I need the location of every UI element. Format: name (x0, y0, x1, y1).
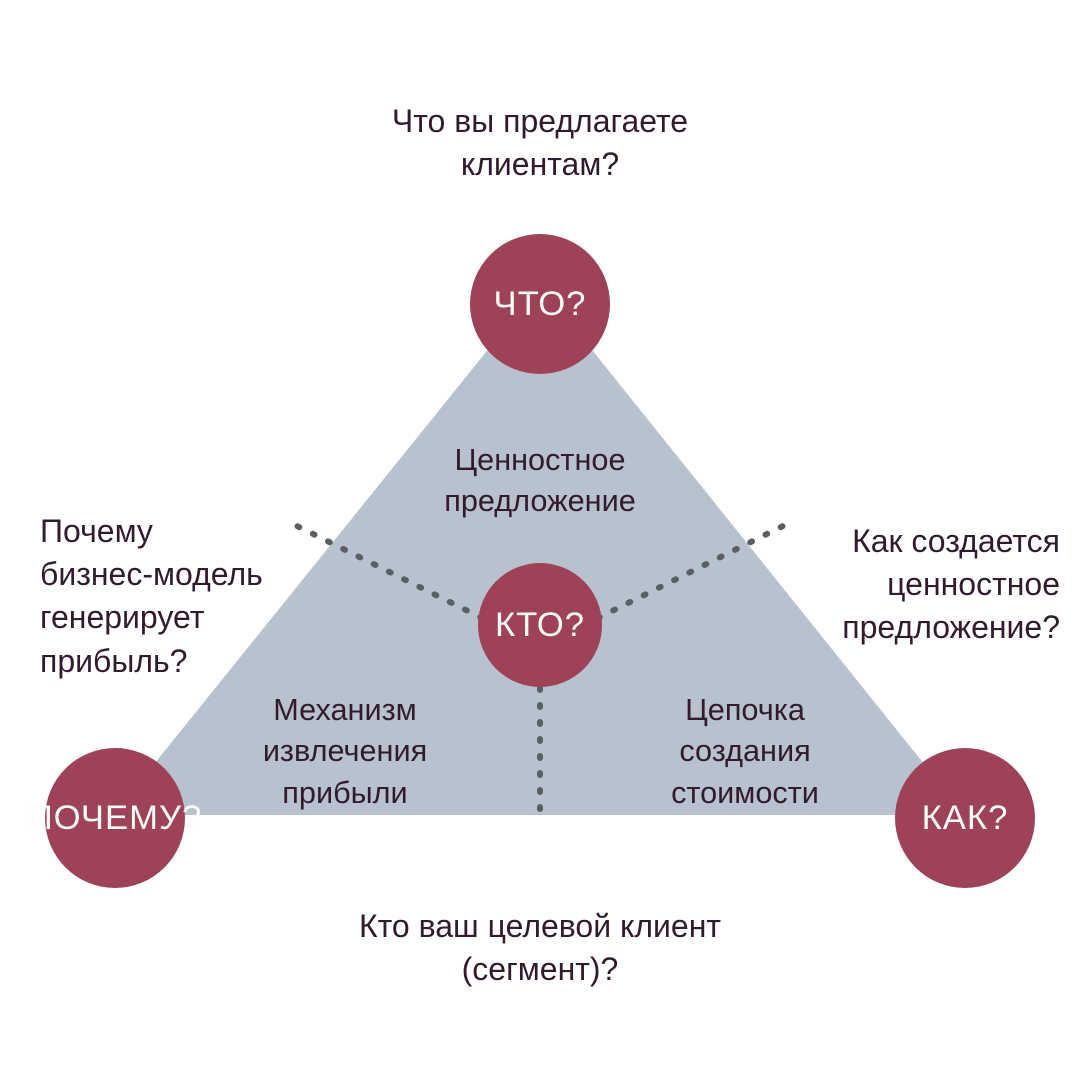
question-left-line3: генерирует (40, 599, 204, 635)
question-right-line3: предложение? (842, 609, 1060, 645)
diagram-stage: ЧТО? КТО? ПОЧЕМУ? КАК? Что вы предлагает… (0, 0, 1080, 1080)
question-bottom-line2: (сегмент)? (462, 951, 619, 987)
question-bottom-line1: Кто ваш целевой клиент (359, 908, 721, 944)
region-lower-left: Механизм извлечения прибыли (215, 690, 475, 814)
region-lower-right-line2: создания (679, 734, 810, 768)
question-top: Что вы предлагаете клиентам? (0, 100, 1080, 186)
question-right-line1: Как создается (852, 523, 1060, 559)
question-left-line1: Почему (40, 513, 153, 549)
question-top-line2: клиентам? (461, 146, 619, 182)
question-right: Как создается ценностное предложение? (830, 520, 1060, 650)
question-left-line2: бизнес-модель (40, 556, 263, 592)
node-how: КАК? (895, 748, 1035, 888)
region-lower-left-line3: прибыли (282, 776, 407, 810)
node-what: ЧТО? (470, 234, 610, 374)
node-why: ПОЧЕМУ? (45, 748, 185, 888)
region-upper-line1: Ценностное (454, 443, 625, 477)
node-how-label: КАК? (922, 799, 1009, 838)
question-bottom: Кто ваш целевой клиент (сегмент)? (0, 905, 1080, 991)
region-lower-right: Цепочка создания стоимости (615, 690, 875, 814)
question-left-line4: прибыль? (40, 643, 187, 679)
region-lower-left-line1: Механизм (273, 693, 416, 727)
node-what-label: ЧТО? (494, 285, 587, 324)
question-top-line1: Что вы предлагаете (392, 103, 688, 139)
node-why-label: ПОЧЕМУ? (28, 799, 202, 838)
region-upper-line2: предложение (444, 484, 636, 518)
region-lower-left-line2: извлечения (263, 734, 427, 768)
region-upper: Ценностное предложение (390, 440, 690, 523)
question-left: Почему бизнес-модель генерирует прибыль? (40, 510, 270, 683)
region-lower-right-line1: Цепочка (685, 693, 805, 727)
node-who: КТО? (478, 563, 602, 687)
node-who-label: КТО? (495, 606, 585, 645)
region-lower-right-line3: стоимости (671, 776, 819, 810)
question-right-line2: ценностное (887, 566, 1060, 602)
